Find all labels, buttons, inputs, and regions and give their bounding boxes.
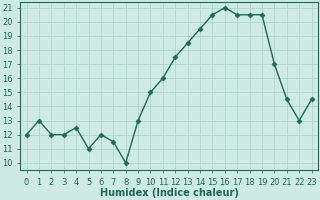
- X-axis label: Humidex (Indice chaleur): Humidex (Indice chaleur): [100, 188, 238, 198]
